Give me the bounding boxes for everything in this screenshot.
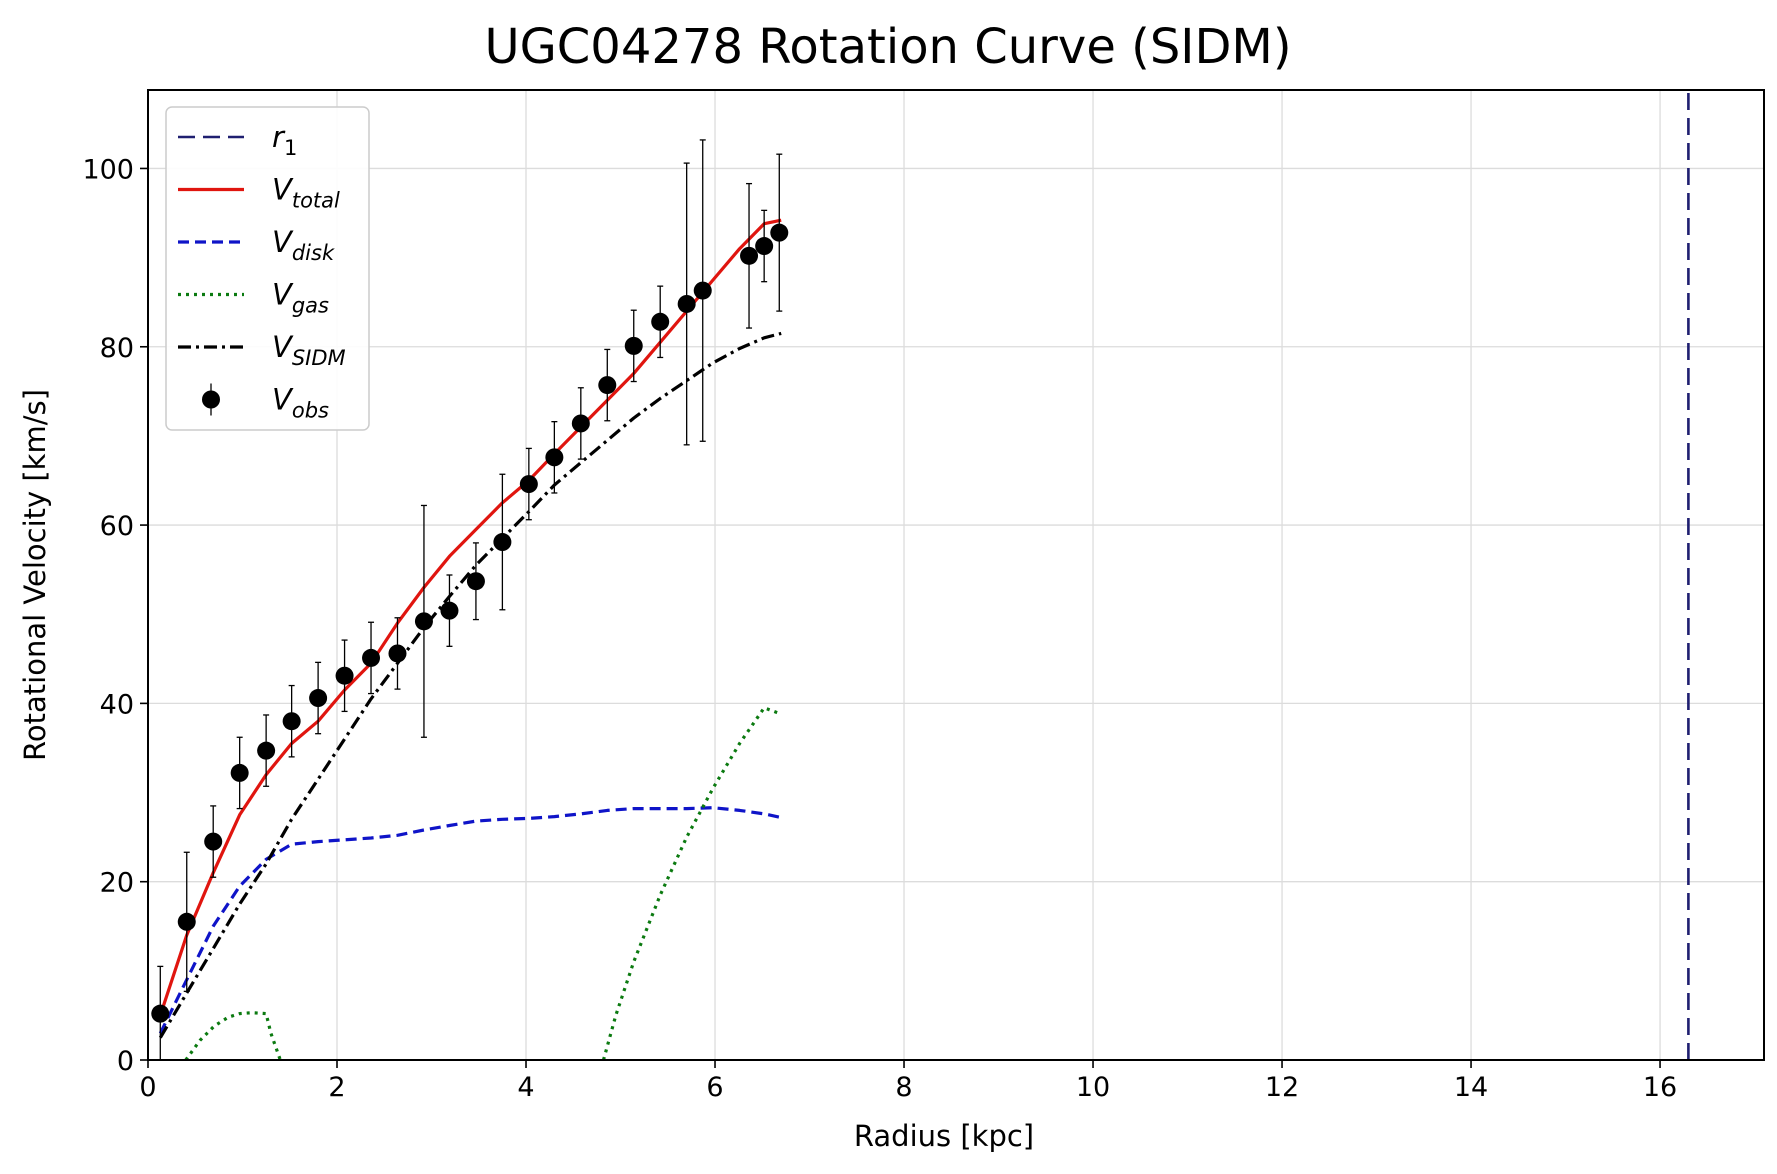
y-tick-label: 80 xyxy=(100,333,134,364)
legend-label-main: V xyxy=(272,173,294,207)
v-obs-point xyxy=(204,832,223,851)
v-obs-point xyxy=(309,689,328,708)
x-tick-label: 12 xyxy=(1265,1072,1299,1103)
v-obs-point xyxy=(466,572,485,591)
v-obs-point xyxy=(519,475,538,494)
v-obs-point xyxy=(677,294,696,313)
v-disk-line xyxy=(158,806,782,1035)
v-obs-point xyxy=(257,741,276,760)
y-axis: 0 20 40 60 80 100 xyxy=(82,154,148,1077)
legend-label: Vtotal xyxy=(272,173,340,213)
v-obs-point xyxy=(740,246,759,265)
y-axis-label: Rotational Velocity [km/s] xyxy=(18,389,52,761)
v-obs-point xyxy=(177,912,196,931)
legend-label: Vgas xyxy=(272,278,329,318)
x-axis-label: Radius [kpc] xyxy=(854,1119,1034,1153)
legend-label: VSIDM xyxy=(272,330,346,370)
v-obs-point xyxy=(151,1004,170,1023)
v-obs-point xyxy=(440,601,459,620)
x-tick-label: 0 xyxy=(139,1072,156,1103)
legend-swatch-marker xyxy=(202,390,220,409)
y-tick-label: 0 xyxy=(117,1046,134,1077)
legend-label-subscript: SIDM xyxy=(292,346,346,370)
legend-label: r1 xyxy=(272,120,297,160)
y-tick-label: 100 xyxy=(82,154,134,185)
legend-label: Vobs xyxy=(272,383,329,423)
v-sidm-line xyxy=(158,331,782,1039)
v-gas-line xyxy=(601,706,782,1061)
x-tick-label: 8 xyxy=(895,1072,912,1103)
legend-label-main: V xyxy=(272,278,294,312)
v-obs-point xyxy=(545,448,564,467)
grid-lines xyxy=(147,90,1764,1061)
v-obs-point xyxy=(624,336,643,355)
v-obs-point xyxy=(388,644,407,663)
v-obs-point xyxy=(414,612,433,631)
legend-label-subscript: gas xyxy=(292,294,329,318)
chart-title: UGC04278 Rotation Curve (SIDM) xyxy=(484,19,1291,75)
legend-label-subscript: obs xyxy=(292,399,329,423)
x-axis: 0 2 4 6 8 10 12 14 16 xyxy=(139,1060,1677,1103)
legend-label-main: V xyxy=(272,330,294,364)
v-obs-point xyxy=(651,312,670,331)
x-tick-label: 2 xyxy=(328,1072,345,1103)
x-tick-label: 6 xyxy=(706,1072,723,1103)
v-obs-point xyxy=(230,763,249,782)
v-obs-point xyxy=(335,666,354,685)
legend-label-main: V xyxy=(272,383,294,417)
legend-label-main: r xyxy=(272,120,286,154)
y-tick-label: 40 xyxy=(100,689,134,720)
v-obs-point xyxy=(755,237,774,256)
v-obs-point xyxy=(493,533,512,552)
v-gas-line xyxy=(184,1011,282,1061)
legend-label-main: V xyxy=(272,225,294,259)
legend-label-subscript: 1 xyxy=(284,136,297,160)
legend-box xyxy=(165,106,370,431)
v-obs-point xyxy=(282,712,301,731)
legend-label-subscript: total xyxy=(292,189,340,213)
y-tick-label: 20 xyxy=(100,868,134,899)
x-tick-label: 14 xyxy=(1454,1072,1488,1103)
v-obs-point xyxy=(770,223,789,242)
v-obs-point xyxy=(598,376,617,395)
v-obs-point xyxy=(693,281,712,300)
v-obs-point xyxy=(571,414,590,433)
x-tick-label: 16 xyxy=(1643,1072,1677,1103)
legend-label: Vdisk xyxy=(272,225,335,265)
x-tick-label: 4 xyxy=(517,1072,534,1103)
legend-label-subscript: disk xyxy=(292,241,335,265)
v-obs-point xyxy=(362,648,381,667)
x-tick-label: 10 xyxy=(1076,1072,1110,1103)
plot-series xyxy=(151,90,1690,1061)
y-tick-label: 60 xyxy=(100,511,134,542)
plot-frame xyxy=(147,89,1765,1061)
